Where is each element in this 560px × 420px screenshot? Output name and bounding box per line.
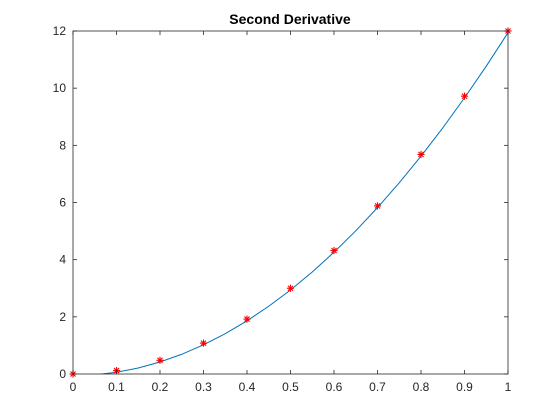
x-tick-label: 0.5 [282,380,299,394]
y-tick-label: 10 [53,81,67,95]
x-tick-label: 0.8 [413,380,430,394]
data-point-marker [243,315,251,323]
y-tick-label: 0 [59,367,66,381]
y-tick-label: 8 [59,138,66,152]
x-tick-label: 0.4 [239,380,256,394]
data-point-marker [286,284,295,292]
y-tick-label: 12 [53,24,67,38]
x-tick-label: 0.1 [108,380,125,394]
y-tick-label: 4 [59,253,66,267]
x-tick-label: 0.2 [152,380,169,394]
data-point-marker [156,356,164,364]
x-tick-label: 0.9 [456,380,473,394]
data-point-marker [199,339,208,347]
y-tick-label: 6 [59,196,66,210]
x-tick-label: 0.3 [195,380,212,394]
data-point-marker [460,92,469,100]
y-tick-label: 2 [59,310,66,324]
data-point-marker [330,246,338,255]
chart-title: Second Derivative [229,11,351,27]
x-tick-label: 0.7 [369,380,386,394]
x-tick-label: 0 [70,380,77,394]
plot-area [69,27,512,378]
data-point-marker [373,202,382,210]
x-tick-label: 0.6 [326,380,343,394]
data-point-marker [417,150,425,159]
x-tick-label: 1 [505,380,512,394]
